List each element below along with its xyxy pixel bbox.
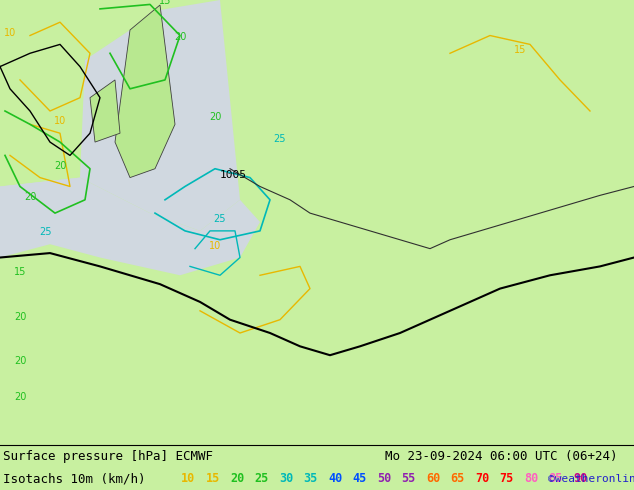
Text: Surface pressure [hPa] ECMWF: Surface pressure [hPa] ECMWF <box>3 450 213 464</box>
Text: 35: 35 <box>304 472 318 485</box>
Polygon shape <box>115 5 175 177</box>
Text: 10: 10 <box>54 116 66 126</box>
Text: 80: 80 <box>524 472 538 485</box>
Text: 20: 20 <box>174 32 186 42</box>
Text: 20: 20 <box>24 192 36 202</box>
Text: 15: 15 <box>14 267 26 277</box>
Text: 25: 25 <box>39 227 51 237</box>
Text: Isotachs 10m (km/h): Isotachs 10m (km/h) <box>3 472 145 485</box>
Text: 1005: 1005 <box>219 170 247 180</box>
Text: 30: 30 <box>279 472 294 485</box>
Text: 75: 75 <box>500 472 514 485</box>
Text: 20: 20 <box>14 312 26 321</box>
Text: 40: 40 <box>328 472 342 485</box>
Polygon shape <box>90 80 120 142</box>
Text: 20: 20 <box>14 356 26 366</box>
Text: 55: 55 <box>401 472 416 485</box>
Polygon shape <box>0 177 80 289</box>
Text: 20: 20 <box>209 112 221 122</box>
Text: 60: 60 <box>426 472 440 485</box>
Text: 65: 65 <box>451 472 465 485</box>
Polygon shape <box>80 0 240 231</box>
Text: 45: 45 <box>353 472 366 485</box>
Text: 25: 25 <box>274 134 286 144</box>
Text: ©weatheronline.co.uk: ©weatheronline.co.uk <box>548 473 634 484</box>
Text: 15: 15 <box>205 472 220 485</box>
Text: 20: 20 <box>14 392 26 402</box>
Polygon shape <box>0 177 260 275</box>
Text: 20: 20 <box>230 472 244 485</box>
Text: 20: 20 <box>54 161 66 171</box>
Text: 10: 10 <box>181 472 195 485</box>
Text: Mo 23-09-2024 06:00 UTC (06+24): Mo 23-09-2024 06:00 UTC (06+24) <box>385 450 618 464</box>
Text: 15: 15 <box>514 45 526 55</box>
Text: 70: 70 <box>475 472 489 485</box>
Text: 10: 10 <box>4 27 16 38</box>
Text: 85: 85 <box>548 472 563 485</box>
Text: 50: 50 <box>377 472 391 485</box>
Text: 25: 25 <box>254 472 269 485</box>
Text: 15: 15 <box>158 0 171 6</box>
Text: 90: 90 <box>573 472 587 485</box>
Text: 10: 10 <box>209 241 221 251</box>
Text: 25: 25 <box>214 214 226 224</box>
